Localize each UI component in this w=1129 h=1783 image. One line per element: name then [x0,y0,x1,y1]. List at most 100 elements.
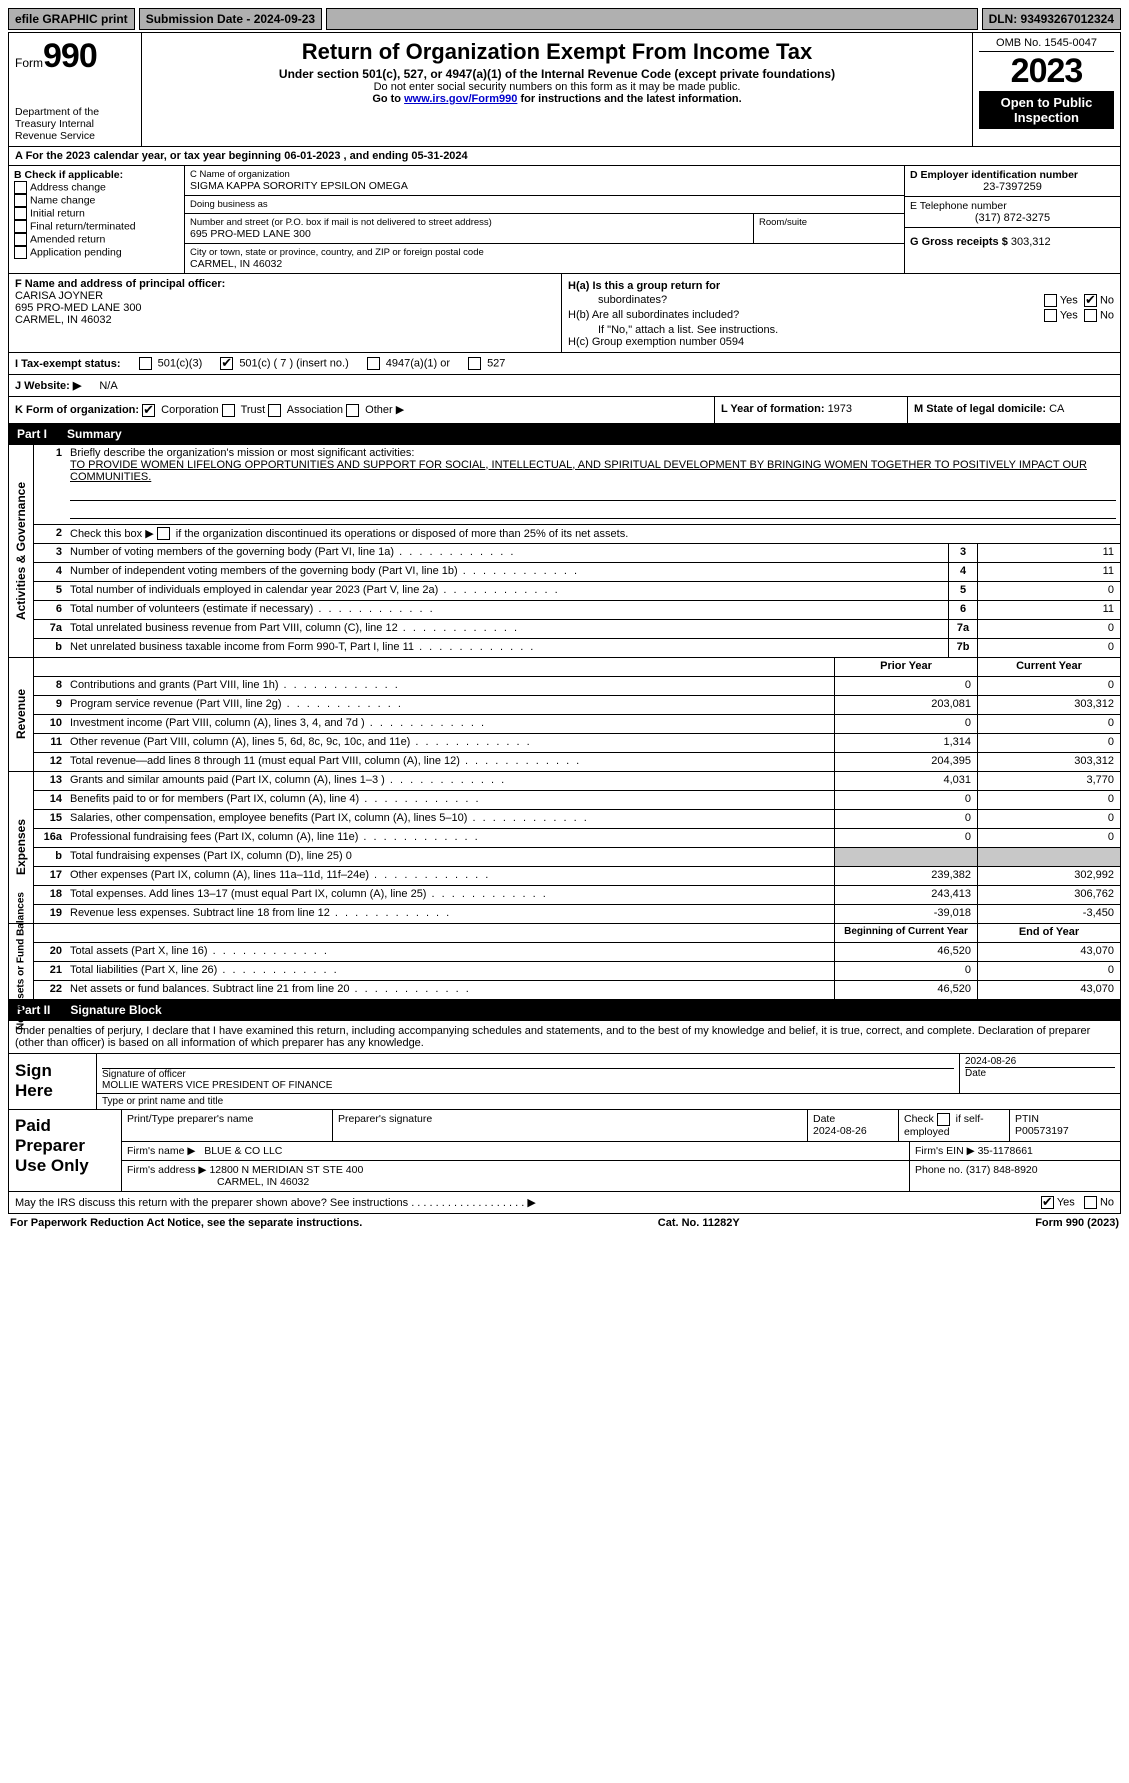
chk-selfemp[interactable] [937,1113,950,1126]
hdr-current-year: Current Year [977,658,1120,676]
gross-label: G Gross receipts $ [910,236,1008,248]
chk-name-change[interactable] [14,194,27,207]
section-fh: F Name and address of principal officer:… [8,274,1121,353]
chk-assoc[interactable] [268,404,281,417]
hc-value: 0594 [720,336,744,348]
street-label: Number and street (or P.O. box if mail i… [190,217,748,228]
city-value: CARMEL, IN 46032 [190,258,899,270]
exp-line-18: 18Total expenses. Add lines 13–17 (must … [34,886,1120,905]
chk-amended[interactable] [14,233,27,246]
part2-title: Signature Block [70,1003,161,1017]
omb-number: OMB No. 1545-0047 [979,37,1114,52]
chk-4947[interactable] [367,357,380,370]
blank-line-1 [70,486,1116,501]
prep-date-label: Date [813,1113,835,1125]
dept-treasury: Department of the Treasury Internal Reve… [15,106,135,142]
discuss-row: May the IRS discuss this return with the… [8,1192,1121,1214]
chk-ha-no[interactable] [1084,294,1097,307]
firm-addr-label: Firm's address ▶ [127,1164,207,1176]
form-header: Form990 Department of the Treasury Inter… [8,32,1121,147]
dba-label: Doing business as [190,199,899,210]
gross-value: 303,312 [1011,236,1051,248]
lbl-app-pending: Application pending [30,246,122,258]
exp-vlabel: Expenses [14,819,28,875]
hb-label: H(b) Are all subordinates included? [568,309,739,322]
form-subtitle-3: Go to www.irs.gov/Form990 for instructio… [148,93,966,105]
section-bcd: B Check if applicable: Address change Na… [8,166,1121,274]
part1-header: Part I Summary [9,424,1120,444]
officer-addr1: 695 PRO-MED LANE 300 [15,302,555,314]
chk-initial-return[interactable] [14,207,27,220]
rev-line-10: 10Investment income (Part VIII, column (… [34,715,1120,734]
exp-line-15: 15Salaries, other compensation, employee… [34,810,1120,829]
line-j: J Website: ▶ N/A [8,375,1121,397]
part1-num: Part I [17,427,47,441]
chk-ha-yes[interactable] [1044,294,1057,307]
form-subtitle-2: Do not enter social security numbers on … [148,81,966,93]
firm-ein-label: Firm's EIN ▶ [915,1145,975,1157]
i-501c3: 501(c)(3) [158,357,203,369]
chk-address-change[interactable] [14,181,27,194]
period-mid: , and ending [344,150,412,162]
l-value: 1973 [828,403,852,415]
prep-sig-label: Preparer's signature [333,1110,808,1141]
chk-other[interactable] [346,404,359,417]
k-trust: Trust [241,404,266,416]
chk-discuss-yes[interactable] [1041,1196,1054,1209]
rev-vlabel: Revenue [14,689,28,739]
chk-discuss-no[interactable] [1084,1196,1097,1209]
ein-value: 23-7397259 [910,181,1115,193]
chk-corp[interactable] [142,404,155,417]
tax-year: 2023 [979,52,1114,91]
prep-date: 2024-08-26 [813,1125,867,1137]
ha-no: No [1100,294,1114,306]
goto-post: for instructions and the latest informat… [517,93,741,105]
chk-final-return[interactable] [14,220,27,233]
footer-right: Form 990 (2023) [1035,1217,1119,1229]
form-number: Form990 [15,37,135,76]
ptin-value: P00573197 [1015,1125,1069,1137]
i-527: 527 [487,357,505,369]
officer-name: CARISA JOYNER [15,290,555,302]
firm-name-label: Firm's name ▶ [127,1145,195,1157]
hdr-begin-year: Beginning of Current Year [834,924,977,942]
topbar-spacer [326,8,977,30]
chk-hb-no[interactable] [1084,309,1097,322]
netassets-section: Net Assets or Fund Balances Beginning of… [8,924,1121,1000]
prep-name-label: Print/Type preparer's name [122,1110,333,1141]
exp-line-16a: 16aProfessional fundraising fees (Part I… [34,829,1120,848]
officer-label: F Name and address of principal officer: [15,278,555,290]
ptin-label: PTIN [1015,1113,1039,1125]
firm-phone: (317) 848-8920 [966,1164,1038,1176]
gov-line-4: 4Number of independent voting members of… [34,563,1120,582]
period-label: A For the 2023 calendar year, or tax yea… [15,150,284,162]
firm-ein: 35-1178661 [978,1145,1033,1157]
box-h: H(a) Is this a group return for subordin… [562,274,1120,352]
form-990-number: 990 [43,37,97,75]
k-label: K Form of organization: [15,404,139,416]
rev-line-11: 11Other revenue (Part VIII, column (A), … [34,734,1120,753]
revenue-section: Revenue Prior Year Current Year 8Contrib… [8,658,1121,772]
chk-app-pending[interactable] [14,246,27,259]
street-value: 695 PRO-MED LANE 300 [190,228,748,240]
chk-hb-yes[interactable] [1044,309,1057,322]
gov-vlabel: Activities & Governance [14,482,28,620]
net-vlabel: Net Assets or Fund Balances [16,892,27,1030]
chk-501c3[interactable] [139,357,152,370]
chk-527[interactable] [468,357,481,370]
firm-name: BLUE & CO LLC [204,1145,282,1157]
discuss-no: No [1100,1196,1114,1208]
public-inspection: Open to Public Inspection [979,91,1114,129]
chk-trust[interactable] [222,404,235,417]
sig-type-label: Type or print name and title [97,1094,1120,1109]
sig-date-label: Date [965,1068,986,1079]
page-footer: For Paperwork Reduction Act Notice, see … [8,1214,1121,1232]
phone-value: (317) 872-3275 [910,212,1115,224]
irs-link[interactable]: www.irs.gov/Form990 [404,93,517,105]
k-assoc: Association [287,404,343,416]
i-501c: 501(c) ( 7 ) (insert no.) [239,357,348,369]
chk-501c[interactable] [220,357,233,370]
sig-officer-name: MOLLIE WATERS VICE PRESIDENT OF FINANCE [102,1080,332,1091]
chk-q2[interactable] [157,527,170,540]
hdr-prior-year: Prior Year [834,658,977,676]
